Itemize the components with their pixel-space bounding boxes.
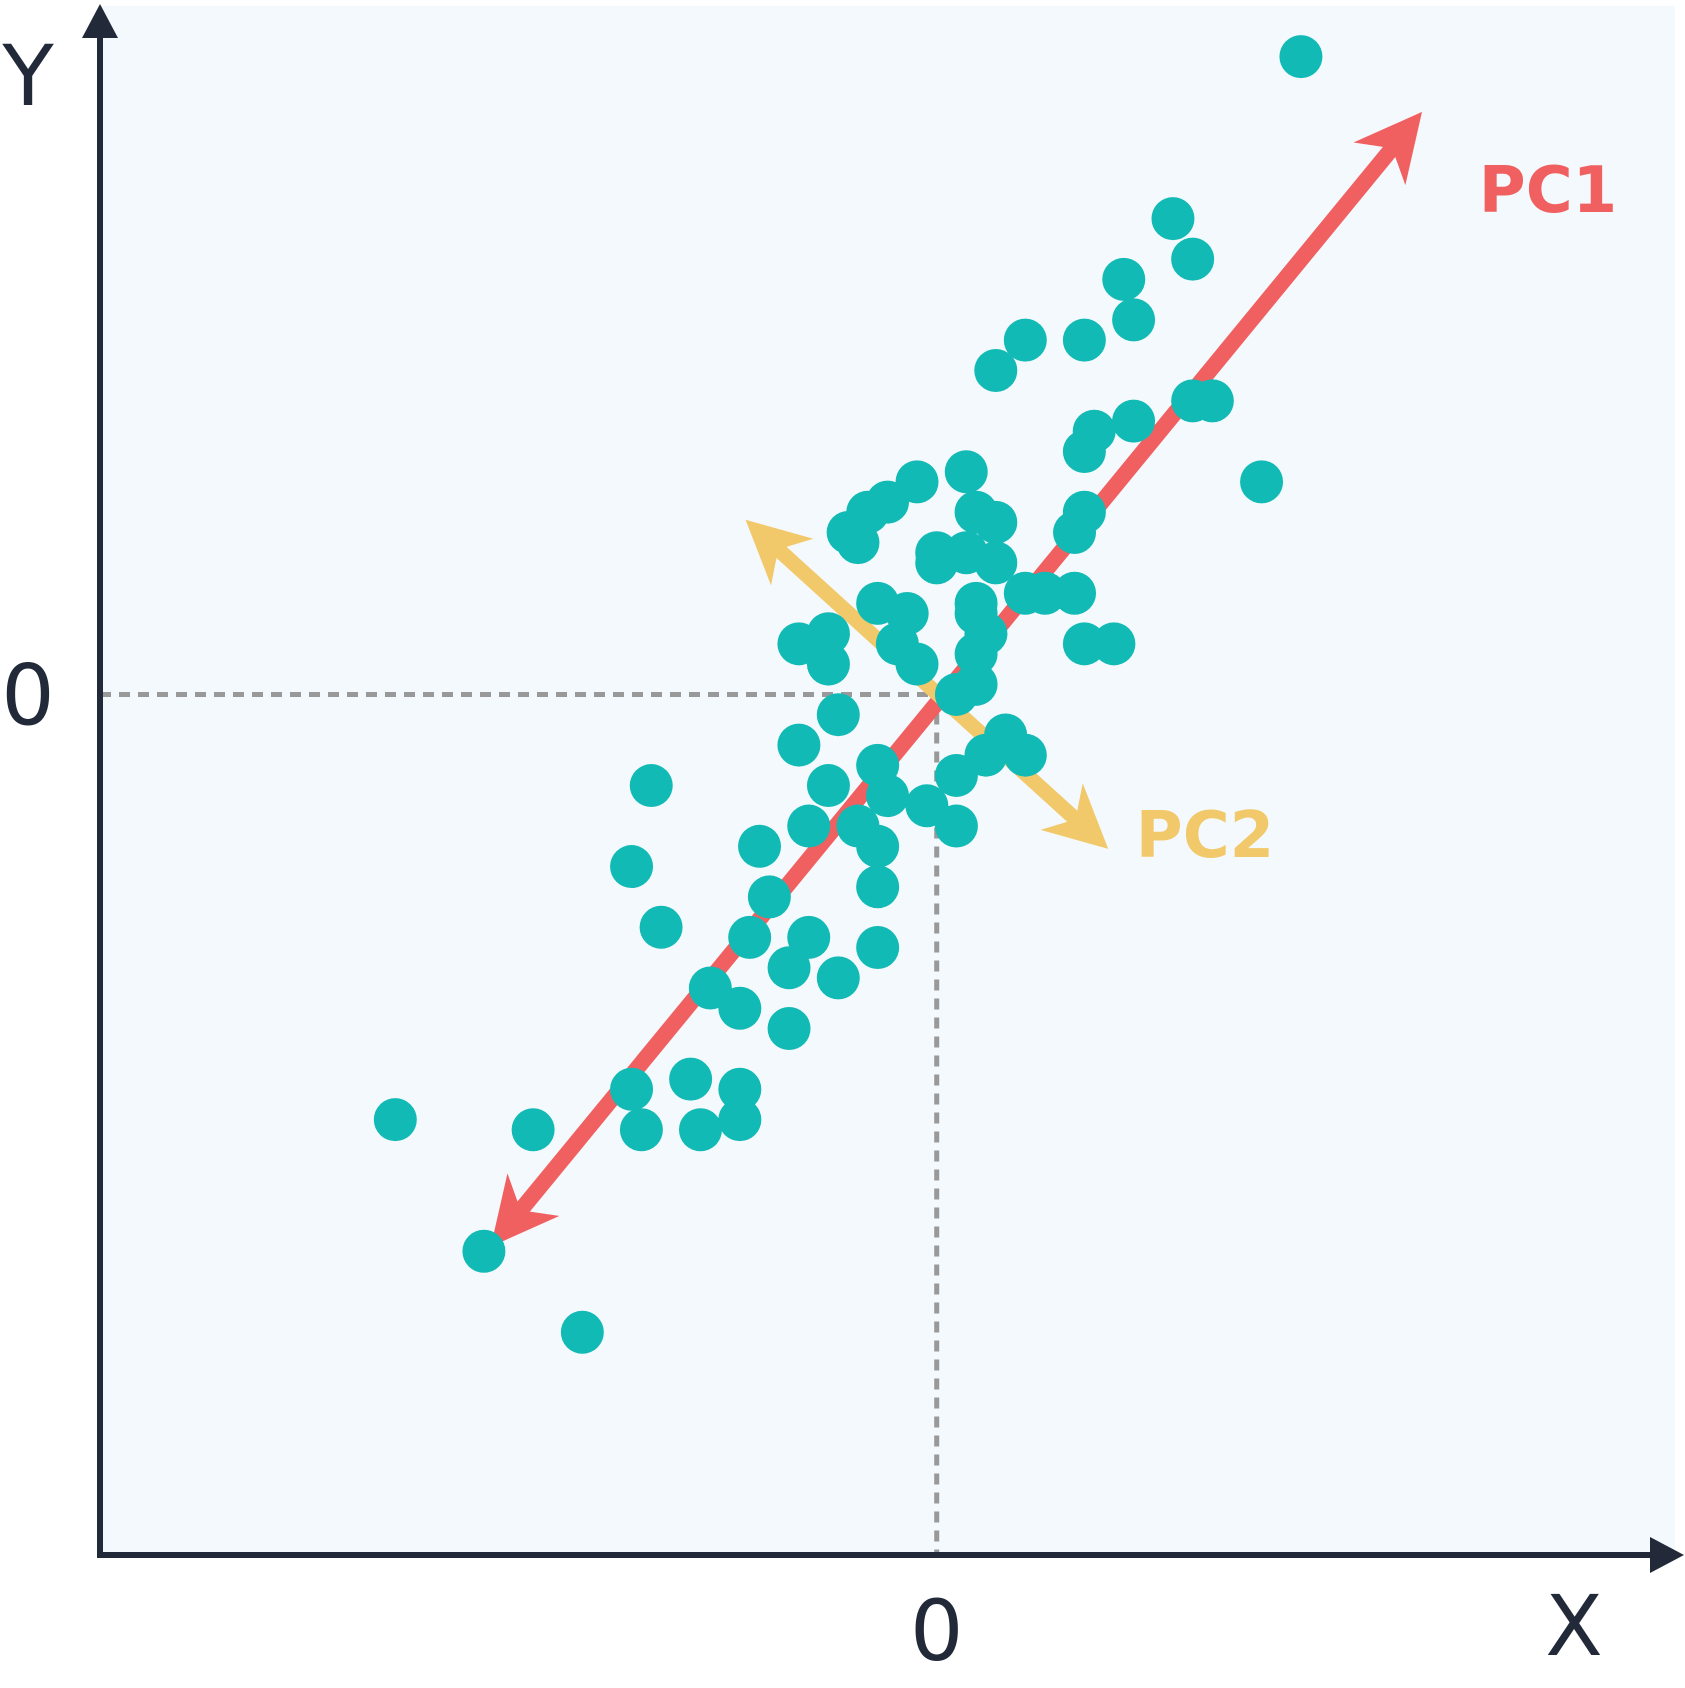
data-point <box>610 845 654 889</box>
data-point <box>639 905 683 949</box>
data-point <box>944 450 988 494</box>
data-point <box>747 875 791 919</box>
data-point <box>511 1108 555 1152</box>
y-axis-label: Y <box>1 27 54 125</box>
data-point <box>974 541 1018 585</box>
data-point <box>718 986 762 1030</box>
data-points <box>373 35 1323 1354</box>
data-point <box>767 946 811 990</box>
data-point <box>806 764 850 808</box>
data-point <box>1112 399 1156 443</box>
data-point <box>866 774 909 818</box>
data-point <box>610 1067 654 1111</box>
data-point <box>856 865 900 909</box>
data-point <box>1062 429 1106 473</box>
x-axis-label: X <box>1545 1577 1603 1675</box>
data-point <box>1003 318 1047 362</box>
data-point <box>738 824 782 868</box>
data-point <box>669 1057 713 1101</box>
pc1-label: PC1 <box>1479 154 1617 228</box>
data-point <box>1102 257 1146 301</box>
data-point <box>1062 622 1106 666</box>
data-point <box>619 1108 663 1152</box>
data-point <box>1003 571 1047 615</box>
data-point <box>629 764 673 808</box>
data-point <box>816 693 860 737</box>
data-point <box>1053 510 1097 554</box>
data-point <box>462 1229 506 1273</box>
data-point <box>1003 733 1047 777</box>
data-point <box>974 500 1018 544</box>
data-point <box>1171 379 1215 423</box>
data-point <box>678 1108 722 1152</box>
x-axis-arrowhead <box>1650 1537 1684 1573</box>
data-point <box>1279 35 1323 79</box>
data-point <box>1062 318 1106 362</box>
data-point <box>1053 571 1097 615</box>
y-tick-label-0: 0 <box>1 646 54 744</box>
y-axis-arrowhead <box>82 4 118 38</box>
data-point <box>806 642 850 686</box>
data-point <box>787 804 831 848</box>
data-point <box>560 1310 604 1354</box>
data-point <box>1240 460 1284 504</box>
data-point <box>895 642 939 686</box>
data-point <box>934 672 978 716</box>
pc2-arrow <box>745 519 1109 849</box>
data-point <box>1151 197 1195 241</box>
data-point <box>777 723 821 767</box>
data-point <box>934 753 978 797</box>
data-point <box>1171 237 1215 281</box>
data-point <box>964 612 1008 656</box>
data-point <box>373 1098 417 1142</box>
data-point <box>787 915 831 959</box>
data-point <box>974 348 1018 392</box>
data-point <box>856 824 900 868</box>
x-tick-label-0: 0 <box>910 1582 963 1680</box>
data-point <box>718 1067 762 1111</box>
data-point <box>806 612 850 656</box>
data-point <box>767 1007 811 1051</box>
data-point <box>1112 298 1156 342</box>
data-point <box>718 1098 762 1142</box>
pc2-label: PC2 <box>1136 799 1274 873</box>
data-point <box>856 926 900 970</box>
data-point <box>836 521 880 565</box>
data-point <box>816 956 860 1000</box>
data-point <box>1092 622 1136 666</box>
data-point <box>728 915 772 959</box>
data-point <box>934 804 978 848</box>
